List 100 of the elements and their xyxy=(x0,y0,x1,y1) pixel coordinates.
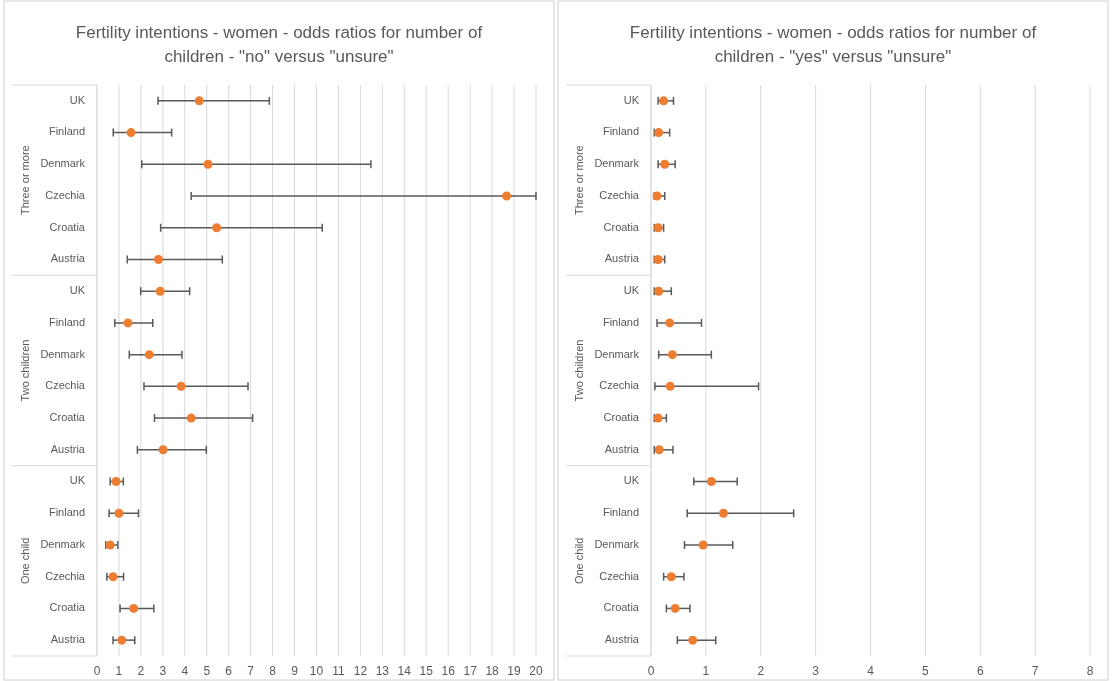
y-tick-label: Denmark xyxy=(594,157,640,170)
point xyxy=(688,635,698,645)
point xyxy=(186,413,196,423)
x-tick-label: 6 xyxy=(225,664,233,678)
y-tick-label: Austria xyxy=(604,633,640,646)
y-tick-label: Finland xyxy=(48,125,85,138)
point xyxy=(660,159,670,169)
y-tick-label: Denmark xyxy=(40,347,86,360)
x-tick-label: 7 xyxy=(247,664,255,678)
x-tick-label: 8 xyxy=(269,664,277,678)
x-tick-label: 2 xyxy=(757,664,765,678)
x-tick-label: 5 xyxy=(203,664,211,678)
y-tick-label: Finland xyxy=(602,315,639,328)
point xyxy=(155,286,165,296)
x-tick-label: 1 xyxy=(115,664,123,678)
point xyxy=(105,540,115,550)
x-tick-label: 14 xyxy=(397,664,412,678)
y-tick-label: UK xyxy=(623,93,640,106)
y-tick-label: UK xyxy=(69,284,86,297)
point xyxy=(158,445,168,455)
point xyxy=(654,128,664,138)
x-tick-label: 16 xyxy=(441,664,456,678)
x-tick-label: 0 xyxy=(93,664,101,678)
y-tick-label: Croatia xyxy=(603,220,640,233)
y-tick-label: Denmark xyxy=(594,537,640,550)
point xyxy=(176,381,186,391)
x-tick-label: 6 xyxy=(976,664,984,678)
point xyxy=(108,572,118,582)
x-tick-label: 3 xyxy=(159,664,167,678)
x-tick-label: 11 xyxy=(332,664,345,678)
text: Two children xyxy=(572,339,585,402)
y-tick-label: Croatia xyxy=(49,410,86,423)
y-tick-label: Austria xyxy=(50,252,86,265)
point xyxy=(698,540,708,550)
y-tick-label: UK xyxy=(623,284,640,297)
point xyxy=(203,159,213,169)
point xyxy=(153,254,163,264)
y-tick-label: Czechia xyxy=(599,188,640,201)
y-tick-label: Finland xyxy=(48,506,85,519)
y-tick-label: Croatia xyxy=(603,410,640,423)
point xyxy=(654,286,664,296)
x-tick-label: 18 xyxy=(485,664,500,678)
chart-title: Fertility intentions - women - odds ratios for number of children - "yes" versus "unsure" xyxy=(629,23,1037,66)
y-tick-label: Croatia xyxy=(49,601,86,614)
x-tick-label: 13 xyxy=(375,664,390,678)
x-tick-label: 20 xyxy=(529,664,543,678)
y-tick-label: Czechia xyxy=(599,569,640,582)
point xyxy=(670,603,680,613)
x-tick-label: 7 xyxy=(1031,664,1039,678)
x-tick-label: 3 xyxy=(812,664,820,678)
x-tick-label: 9 xyxy=(291,664,299,678)
point xyxy=(123,318,133,328)
x-tick-label: 8 xyxy=(1086,664,1094,678)
point xyxy=(144,350,154,360)
x-tick-label: 17 xyxy=(463,664,478,678)
point xyxy=(194,96,204,106)
text: Two children xyxy=(18,339,31,402)
x-tick-label: 19 xyxy=(507,664,522,678)
x-tick-label: 4 xyxy=(867,664,875,678)
x-tick-label: 10 xyxy=(309,664,324,678)
y-tick-label: Denmark xyxy=(594,347,640,360)
x-tick-label: 15 xyxy=(419,664,434,678)
point xyxy=(212,223,222,233)
point xyxy=(126,128,136,138)
point xyxy=(667,350,677,360)
x-tick-label: 5 xyxy=(922,664,930,678)
y-tick-label: Finland xyxy=(602,125,639,138)
y-tick-label: UK xyxy=(623,474,640,487)
chart-title: Fertility intentions - women - odds ratios for number of children - "no" versus "unsure" xyxy=(75,23,483,66)
text: Three or more xyxy=(572,145,585,216)
y-tick-label: Austria xyxy=(50,633,86,646)
y-tick-label: Finland xyxy=(48,315,85,328)
x-tick-label: 2 xyxy=(137,664,145,678)
point xyxy=(666,572,676,582)
y-tick-label: Czechia xyxy=(45,188,86,201)
text: One child xyxy=(572,537,585,585)
y-tick-label: Austria xyxy=(50,442,86,455)
y-tick-label: Denmark xyxy=(40,157,86,170)
x-tick-label: 12 xyxy=(353,664,368,678)
y-tick-label: UK xyxy=(69,474,86,487)
point xyxy=(117,635,127,645)
text: Three or more xyxy=(18,145,31,216)
point xyxy=(659,96,669,106)
y-tick-label: UK xyxy=(69,93,86,106)
x-tick-label: 0 xyxy=(647,664,655,678)
point xyxy=(718,508,728,518)
point xyxy=(111,477,121,487)
point xyxy=(502,191,512,201)
y-tick-label: Czechia xyxy=(45,379,86,392)
point xyxy=(654,445,664,455)
point xyxy=(114,508,124,518)
y-tick-label: Czechia xyxy=(45,569,86,582)
point xyxy=(652,191,662,201)
point xyxy=(665,381,675,391)
point xyxy=(129,603,139,613)
point xyxy=(653,413,663,423)
x-tick-label: 1 xyxy=(702,664,710,678)
y-tick-label: Czechia xyxy=(599,379,640,392)
x-tick-label: 4 xyxy=(181,664,189,678)
y-tick-label: Denmark xyxy=(40,537,86,550)
